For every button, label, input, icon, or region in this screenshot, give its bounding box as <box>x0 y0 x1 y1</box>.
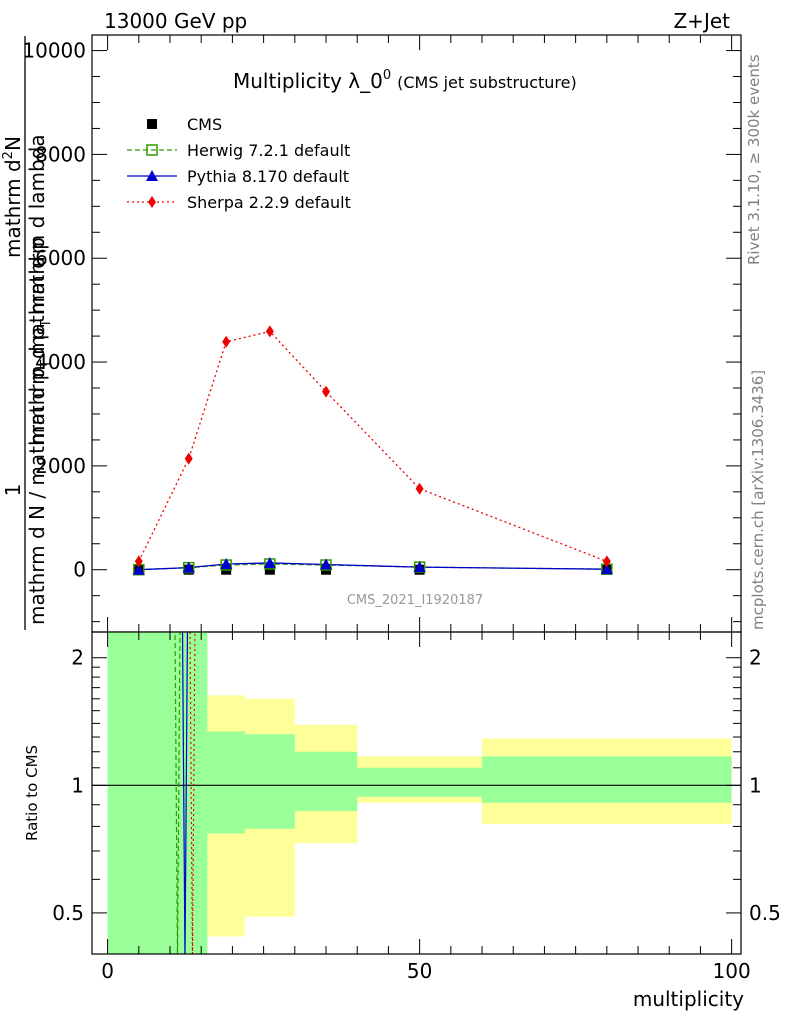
y-label-num-c: mathrm d p <box>25 327 49 445</box>
legend-label-herwig: Herwig 7.2.1 default <box>187 141 350 160</box>
y-label-num-sup: 2 <box>1 151 16 159</box>
data-point-sherpa <box>415 482 424 495</box>
y-label-num-d: mathrm d lambda <box>25 134 49 314</box>
data-point-sherpa <box>602 555 611 568</box>
ratio-band-green <box>357 767 483 797</box>
ratio-ytick-label-right: 0.5 <box>749 901 781 925</box>
x-axis-label: multiplicity <box>633 987 744 1011</box>
legend: CMS Herwig 7.2.1 default Pythia 8.170 defa… <box>127 115 351 212</box>
y-label-den-a: mathrm d N / mathrm d p <box>25 368 49 625</box>
data-point-sherpa <box>265 325 274 338</box>
x-tick-label: 50 <box>407 959 432 983</box>
legend-marker-pythia <box>146 170 158 181</box>
chart-title-main: Multiplicity λ_0 <box>233 69 383 93</box>
mcplots-label: mcplots.cern.ch [arXiv:1306.3436] <box>749 370 767 630</box>
ratio-ytick-label-right: 1 <box>749 773 762 797</box>
header-left: 13000 GeV pp <box>104 9 247 33</box>
y-label-denominator: mathrm d N / mathrm d pTmathrm d p <box>25 237 54 625</box>
main-ytick-label: 10000 <box>22 39 86 63</box>
legend-label-pythia: Pythia 8.170 default <box>187 167 349 186</box>
ratio-y-label: Ratio to CMS <box>23 745 41 841</box>
data-point-pythia <box>263 556 276 568</box>
x-tick-label: 0 <box>101 959 114 983</box>
x-tick-label: 100 <box>713 959 751 983</box>
x-axis: 0 50 100 <box>101 35 751 983</box>
chart-title-sup: 0 <box>383 68 391 83</box>
series-line-sherpa <box>138 330 608 563</box>
main-ytick-label: 2000 <box>35 454 86 478</box>
series-line-pythia <box>138 562 607 571</box>
legend-marker-herwig <box>146 144 158 156</box>
data-point-sherpa <box>322 385 331 398</box>
y-label-den-b: mathrm d p <box>25 237 49 355</box>
header-right: Z+Jet <box>673 9 730 33</box>
data-point-sherpa <box>134 555 143 568</box>
ratio-band-green <box>294 751 358 811</box>
data-point-pythia <box>220 557 233 569</box>
y-label-den-sub: T <box>39 360 54 369</box>
legend-label-cms: CMS <box>187 115 222 134</box>
legend-label-sherpa: Sherpa 2.2.9 default <box>187 193 351 212</box>
y-label-num-a: mathrm d <box>1 159 25 258</box>
main-ytick-label: 6000 <box>35 246 86 270</box>
ratio-band-group <box>107 632 732 954</box>
ratio-panel: 0.5 0.5 1 1 2 2 Ratio to CMS <box>23 631 781 955</box>
y-label-num-sub: T <box>39 319 54 328</box>
main-ytick-label: 8000 <box>35 142 86 166</box>
ratio-ytick-label-right: 2 <box>749 646 762 670</box>
ratio-line-herwig <box>174 632 181 954</box>
chart-title: Multiplicity λ_00 (CMS jet substructure) <box>233 68 577 93</box>
ratio-ytick-label-left: 2 <box>71 646 84 670</box>
ratio-band-green <box>244 734 295 829</box>
main-series-group <box>132 325 613 576</box>
ratio-band-green <box>482 756 732 803</box>
data-point-pythia <box>413 561 426 573</box>
chart-title-paren: (CMS jet substructure) <box>397 73 577 92</box>
main-tick-group: 0 2000 4000 6000 8000 10000 <box>22 39 741 623</box>
y-label-lower: mathrm d pTmathrm d lambda <box>25 134 54 445</box>
data-point-sherpa <box>222 335 231 348</box>
legend-marker-cms <box>147 119 157 129</box>
ratio-frame <box>91 631 742 955</box>
data-point-sherpa <box>184 452 193 465</box>
analysis-watermark: CMS_2021_I1920187 <box>347 593 483 608</box>
ratio-line-sherpa <box>189 632 196 954</box>
data-point-pythia <box>600 563 613 575</box>
y-axis-label: 1 mathrm d N / mathrm d pTmathrm d p mat… <box>1 36 54 630</box>
data-point-pythia <box>320 558 333 570</box>
legend-marker-sherpa <box>148 196 156 208</box>
y-label-numerator: 1 <box>1 484 25 497</box>
ratio-band-green <box>207 731 245 834</box>
main-ytick-label: 0 <box>73 558 86 582</box>
ratio-tick-group: 0.5 0.5 1 1 2 2 <box>52 646 781 925</box>
main-ytick-label: 4000 <box>35 350 86 374</box>
ratio-ytick-label-left: 0.5 <box>52 901 84 925</box>
y-label-upper: mathrm d2N <box>1 136 25 258</box>
rivet-label: Rivet 3.1.10, ≥ 300k events <box>745 54 763 265</box>
data-point-pythia <box>132 563 145 575</box>
data-point-pythia <box>182 561 195 573</box>
y-label-num-b: N <box>1 136 25 151</box>
ratio-ytick-label-left: 1 <box>71 773 84 797</box>
ratio-line-group <box>92 632 741 954</box>
ratio-line-pythia <box>181 632 189 954</box>
